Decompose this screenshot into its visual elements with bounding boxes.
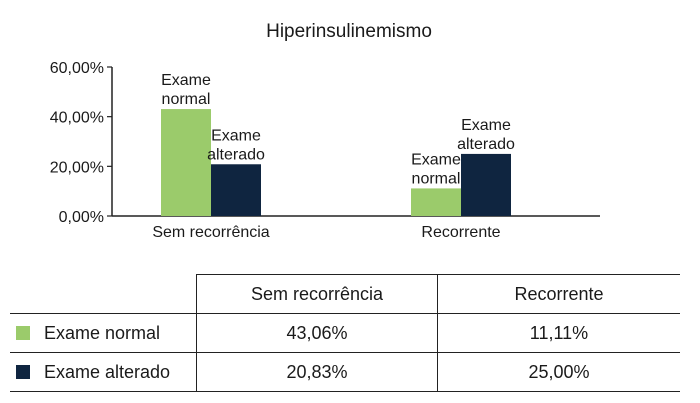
table-corner-cell: [10, 275, 197, 314]
table-cell: 11,11%: [437, 313, 680, 353]
bar-exame-alterado: [211, 164, 261, 216]
bar-exame-normal: [161, 109, 211, 216]
table-row: Exame normal 43,06% 11,11%: [10, 313, 680, 353]
table-row-label: Exame alterado: [10, 353, 197, 392]
bar-exame-normal: [411, 188, 461, 216]
legend-swatch-exame-alterado: [16, 364, 30, 379]
table-header-recorrente: Recorrente: [437, 274, 680, 314]
table-cell: 25,00%: [437, 352, 680, 392]
x-tick-label: Sem recorrência: [152, 224, 269, 241]
y-tick-label: 0,00%: [59, 209, 104, 226]
bar-exame-alterado: [461, 153, 511, 216]
table-cell: 20,83%: [196, 352, 438, 392]
data-table: Sem recorrência Recorrente Exame normal …: [10, 274, 680, 392]
table-header-row: Sem recorrência Recorrente: [10, 274, 680, 314]
legend-swatch-exame-normal: [16, 325, 30, 340]
chart-title: Hiperinsulinemismo: [266, 21, 432, 42]
bar-data-label: Exame normal: [411, 151, 461, 187]
y-tick-label: 60,00%: [50, 60, 104, 77]
table-cell: 43,06%: [196, 313, 438, 353]
x-tick-label: Recorrente: [421, 224, 500, 241]
table-row: Exame alterado 20,83% 25,00%: [10, 352, 680, 392]
table-header-sem-recorrencia: Sem recorrência: [196, 274, 438, 314]
legend-label-exame-alterado: Exame alterado: [44, 361, 171, 382]
y-tick-label: 20,00%: [50, 159, 104, 176]
bar-data-label: Exame alterado: [207, 127, 265, 163]
legend-label-exame-normal: Exame normal: [44, 322, 161, 343]
bar-data-label: Exame normal: [161, 72, 211, 108]
table-row-label: Exame normal: [10, 314, 197, 353]
y-axis: 0,00% 20,00% 40,00% 60,00%: [50, 60, 112, 226]
x-axis-labels: Sem recorrência Recorrente: [152, 224, 500, 241]
y-tick-label: 40,00%: [50, 110, 104, 127]
bar-chart: Hiperinsulinemismo 0,00% 20,00% 40,00% 60,0…: [50, 21, 600, 241]
bar-data-label: Exame alterado: [457, 117, 515, 153]
